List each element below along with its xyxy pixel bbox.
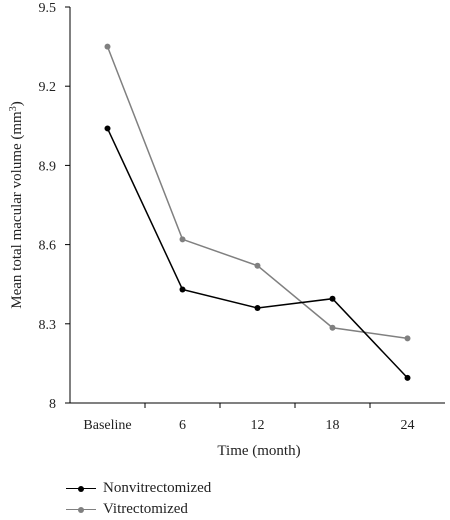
data-point-nonvitrectomized [254,304,261,311]
legend-item-vitrectomized: Vitrectomized [66,499,211,520]
data-point-nonvitrectomized [179,286,186,293]
data-point-nonvitrectomized [104,125,111,132]
y-tick-label: 8 [49,397,56,412]
legend: Nonvitrectomized Vitrectomized [66,478,211,520]
data-point-nonvitrectomized [404,374,411,381]
y-tick-label: 8.3 [39,318,57,333]
series-line-vitrectomized [106,46,408,340]
legend-label-nonvitrectomized: Nonvitrectomized [103,480,212,496]
legend-item-nonvitrectomized: Nonvitrectomized [66,478,211,499]
legend-swatch-nonvitrectomized [66,484,96,494]
data-point-nonvitrectomized [329,295,336,302]
y-axis-title-close: ) [9,101,25,106]
x-tick-label: 12 [251,418,265,433]
y-tick-label: 8.6 [39,239,57,254]
y-axis-title-superscript: 3 [8,106,19,111]
data-point-vitrectomized [104,43,111,50]
data-point-vitrectomized [254,262,261,269]
x-tick-label: 24 [401,418,415,433]
data-point-vitrectomized [179,236,186,243]
legend-label-vitrectomized: Vitrectomized [103,501,188,517]
x-tick-label: 18 [326,418,340,433]
data-point-vitrectomized [404,335,411,342]
y-tick-label: 9.2 [39,80,57,95]
series-line-nonvitrectomized [106,128,409,379]
x-tick-label: Baseline [83,418,131,433]
y-axis-title: Mean total macular volume (mm3) [8,101,25,308]
data-point-vitrectomized [329,324,336,331]
y-axis-title-text: Mean total macular volume (mm [9,111,25,309]
x-tick-label: 6 [179,418,186,433]
x-axis-title: Time (month) [217,443,300,459]
y-tick-label: 9.5 [39,1,57,16]
y-tick-label: 8.9 [39,159,57,174]
legend-swatch-vitrectomized [66,505,96,515]
plot-area: 8 8.3 8.6 8.9 9.2 9.5 Baseline 6 12 18 24 [39,1,445,433]
